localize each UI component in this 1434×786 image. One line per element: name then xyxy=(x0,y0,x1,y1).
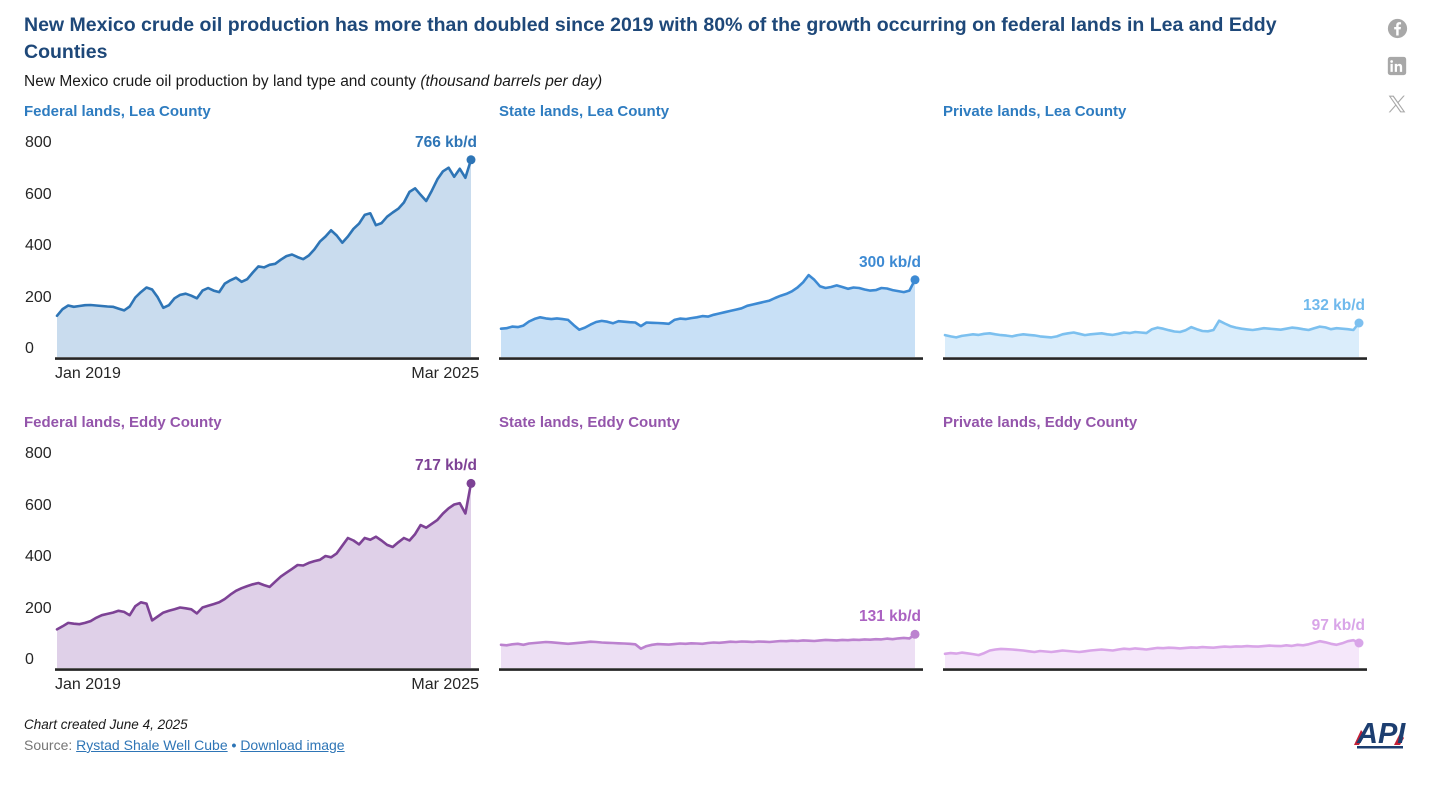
line-series xyxy=(943,319,1361,339)
end-value-label: 300 kb/d xyxy=(858,253,921,271)
line-series xyxy=(55,482,473,631)
panel-title-state-lea: State lands, Lea County xyxy=(499,103,670,120)
x-axis-label-end: Mar 2025 xyxy=(411,676,479,693)
end-value-label: 717 kb/d xyxy=(414,457,477,475)
x-axis-labels xyxy=(499,676,923,700)
panel-title-federal-lea: Federal lands, Lea County xyxy=(24,103,211,120)
end-value-label: 132 kb/d xyxy=(1302,297,1365,315)
line-series xyxy=(55,158,473,318)
panel-federal-eddy: Federal lands, Eddy County 0 200 400 600 800 7… xyxy=(24,413,479,700)
chart-title: New Mexico crude oil production has more… xyxy=(24,14,1277,63)
facebook-share-button[interactable] xyxy=(1387,18,1408,39)
separator-bullet: • xyxy=(231,737,237,753)
x-axis-labels: Jan 2019 Mar 2025 xyxy=(55,676,479,700)
y-axis: 0 200 400 600 800 xyxy=(24,439,55,671)
download-image-link[interactable]: Download image xyxy=(240,737,345,753)
end-point-marker xyxy=(1354,638,1364,648)
panel-title-private-lea: Private lands, Lea County xyxy=(943,103,1127,120)
y-tick-label: 800 xyxy=(25,445,52,462)
x-axis-labels xyxy=(499,365,923,389)
chart-created-note: Chart created June 4, 2025 xyxy=(24,717,188,732)
y-tick-label: 600 xyxy=(25,185,52,203)
chart-area-private-eddy: 97 kb/d xyxy=(943,439,1367,671)
api-logo: API xyxy=(1350,709,1412,760)
end-point-marker xyxy=(910,275,920,285)
area-fill xyxy=(57,483,471,668)
end-point-marker xyxy=(910,629,920,639)
source-label: Source: xyxy=(24,737,73,753)
x-share-button[interactable] xyxy=(1387,94,1408,115)
end-value-label: 97 kb/d xyxy=(1311,617,1365,635)
chart-footer: Chart created June 4, 2025 Source: Rysta… xyxy=(24,716,1410,754)
area-fill xyxy=(945,320,1359,357)
api-logo-graphic: API xyxy=(1354,718,1406,750)
y-axis: 0 200 400 600 800 xyxy=(24,128,55,360)
end-point-marker xyxy=(1354,318,1364,328)
source-link[interactable]: Rystad Shale Well Cube xyxy=(76,737,228,753)
panel-state-eddy: State lands, Eddy County 131 kb/d xyxy=(499,413,923,700)
y-tick-label: 0 xyxy=(25,340,34,357)
chart-subtitle: New Mexico crude oil production by land … xyxy=(24,72,1410,92)
chart-subtitle-text: New Mexico crude oil production by land … xyxy=(24,73,421,90)
social-share-bar xyxy=(1387,18,1408,115)
end-point-marker xyxy=(466,478,476,488)
chart-subtitle-unit: (thousand barrels per day) xyxy=(420,73,603,90)
panel-private-eddy: Private lands, Eddy County 97 kb/d xyxy=(943,413,1367,700)
x-axis-label-start: Jan 2019 xyxy=(55,676,121,693)
x-axis-labels xyxy=(943,676,1367,700)
charts-row-1: Federal lands, Lea County 0 200 400 600 800 76… xyxy=(24,102,1368,389)
x-axis-labels xyxy=(943,365,1367,389)
y-tick-label: 200 xyxy=(25,288,52,306)
x-axis-label-end: Mar 2025 xyxy=(411,365,479,382)
y-tick-label: 600 xyxy=(25,496,52,514)
x-icon xyxy=(1388,95,1406,113)
y-tick-label: 800 xyxy=(25,134,52,151)
panel-title-state-eddy: State lands, Eddy County xyxy=(499,414,680,431)
y-tick-label: 400 xyxy=(25,548,52,565)
small-multiples-grid: Federal lands, Lea County 0 200 400 600 800 76… xyxy=(24,102,1368,700)
line-series xyxy=(499,633,917,650)
chart-area-private-lea: 132 kb/d xyxy=(943,128,1367,360)
linkedin-share-button[interactable] xyxy=(1387,56,1408,77)
charts-row-2: Federal lands, Eddy County 0 200 400 600 800 7… xyxy=(24,413,1368,700)
line-series xyxy=(499,273,917,331)
source-line: Source: Rystad Shale Well Cube • Downloa… xyxy=(24,736,1410,754)
panel-federal-lea: Federal lands, Lea County 0 200 400 600 800 76… xyxy=(24,102,479,389)
chart-area-state-eddy: 131 kb/d xyxy=(499,439,923,671)
y-tick-label: 0 xyxy=(25,651,34,668)
line-series xyxy=(943,638,1361,657)
svg-text:API: API xyxy=(1356,718,1406,750)
panel-state-lea: State lands, Lea County 300 kb/d xyxy=(499,102,923,389)
panel-title-private-eddy: Private lands, Eddy County xyxy=(943,414,1138,431)
end-point-marker xyxy=(466,155,476,165)
linkedin-icon xyxy=(1387,56,1407,76)
y-tick-label: 200 xyxy=(25,599,52,617)
area-fill xyxy=(501,275,915,357)
x-axis-label-start: Jan 2019 xyxy=(55,365,121,382)
chart-area-state-lea: 300 kb/d xyxy=(499,128,923,360)
area-fill xyxy=(57,159,471,357)
panel-private-lea: Private lands, Lea County 132 kb/d xyxy=(943,102,1367,389)
end-value-label: 131 kb/d xyxy=(858,608,921,626)
end-value-label: 766 kb/d xyxy=(414,133,477,151)
x-axis-labels: Jan 2019 Mar 2025 xyxy=(55,365,479,389)
panel-title-federal-eddy: Federal lands, Eddy County xyxy=(24,414,222,431)
y-tick-label: 400 xyxy=(25,237,52,254)
facebook-icon xyxy=(1387,18,1408,39)
chart-area-federal-eddy: 717 kb/d xyxy=(55,439,479,671)
chart-area-federal-lea: 766 kb/d xyxy=(55,128,479,360)
